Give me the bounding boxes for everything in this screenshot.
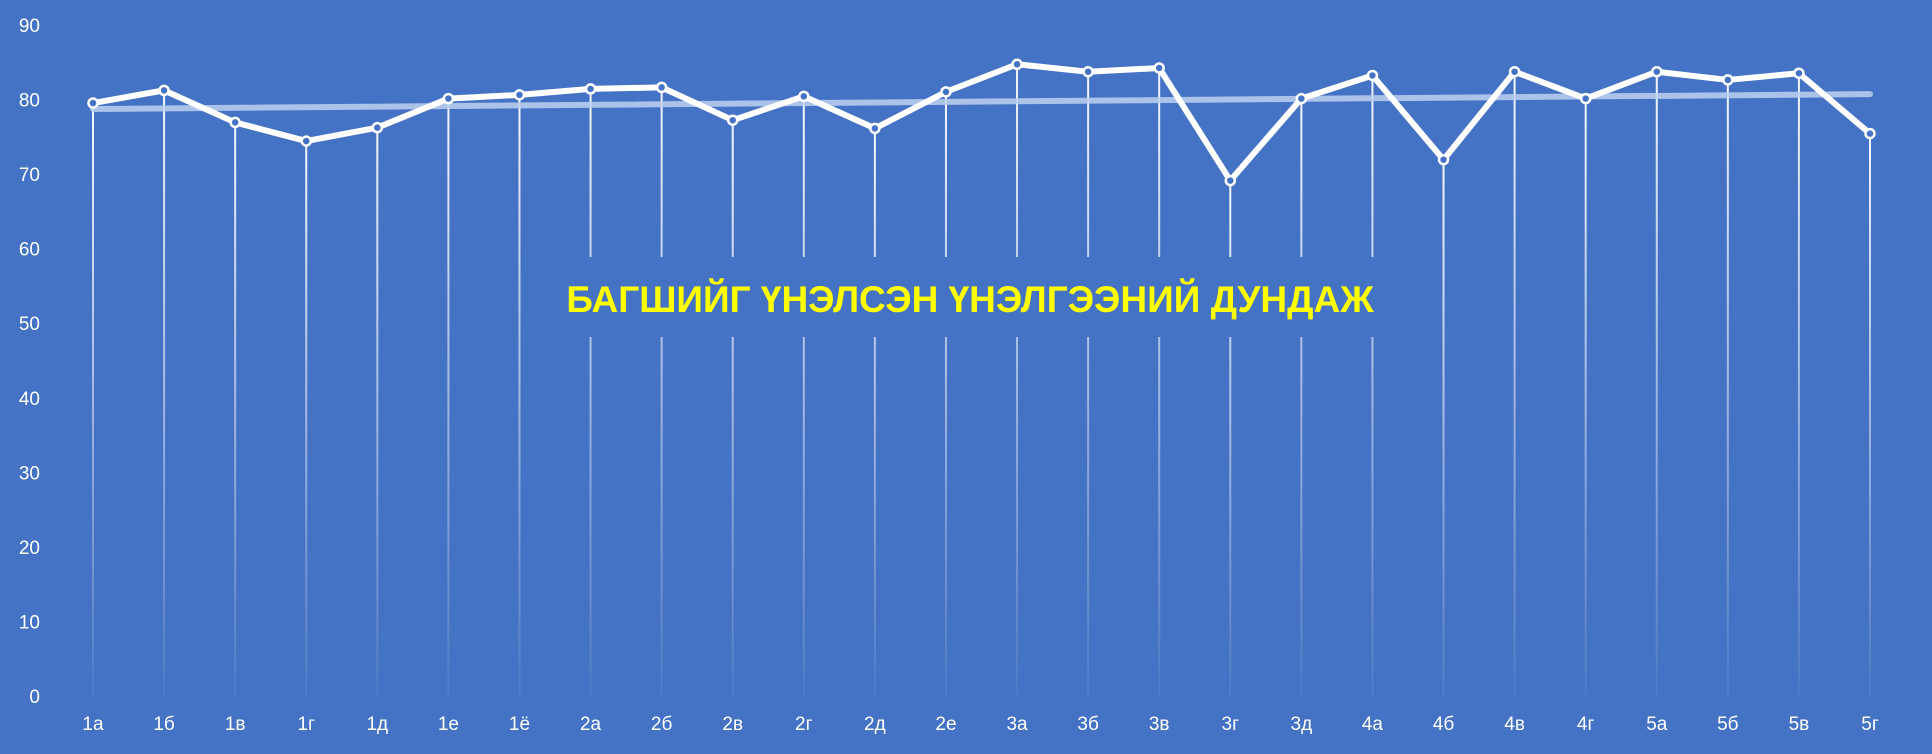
data-point — [229, 116, 241, 129]
y-tick-label: 10 — [19, 612, 40, 633]
x-tick-label: 5г — [1861, 714, 1879, 735]
y-tick-label: 50 — [19, 314, 40, 335]
data-point — [87, 97, 99, 109]
x-tick-label: 1е — [438, 714, 459, 735]
x-tick-label: 3б — [1077, 714, 1099, 735]
drop-line — [873, 128, 876, 698]
drop-line — [1513, 71, 1516, 698]
data-point — [158, 84, 170, 97]
x-tick-label: 2г — [795, 714, 813, 735]
y-axis-tick-labels: 0 10 20 30 40 50 60 70 80 90 — [19, 16, 40, 708]
drop-line — [731, 120, 734, 698]
x-tick-label: 5а — [1646, 714, 1668, 735]
drop-line — [944, 91, 947, 698]
x-tick-label: 3а — [1006, 714, 1028, 735]
data-point — [1508, 65, 1521, 78]
data-point — [798, 90, 810, 103]
data-point — [371, 121, 384, 134]
y-tick-label: 40 — [19, 389, 40, 410]
drop-line — [1869, 133, 1871, 698]
drop-line — [92, 103, 94, 698]
x-tick-label: 4в — [1504, 714, 1525, 735]
x-tick-label: 4а — [1362, 714, 1384, 735]
x-tick-label: 4г — [1577, 714, 1595, 735]
data-point — [1011, 58, 1023, 71]
data-point — [726, 114, 739, 126]
drop-line — [802, 96, 805, 698]
y-tick-label: 90 — [19, 16, 40, 37]
drop-line — [1442, 159, 1445, 699]
drop-line — [305, 141, 308, 698]
drop-line — [518, 94, 521, 698]
series-line — [90, 61, 1873, 184]
x-tick-label: 3г — [1222, 714, 1240, 735]
data-point — [584, 83, 597, 95]
data-point — [1437, 153, 1450, 166]
chart-title: БАГШИЙГ ҮНЭЛСЭН ҮНЭЛГЭЭНИЙ ДУНДАЖ — [566, 278, 1374, 320]
trendline — [90, 91, 1873, 113]
drop-lines-group — [92, 64, 1871, 699]
drop-line — [1016, 64, 1019, 699]
x-tick-label: 3д — [1291, 714, 1313, 735]
drop-line — [1300, 98, 1303, 698]
y-tick-label: 80 — [19, 91, 40, 112]
y-tick-label: 20 — [19, 538, 40, 559]
drop-line — [376, 127, 379, 698]
drop-line — [1726, 79, 1729, 698]
data-point — [1793, 67, 1805, 79]
x-tick-label: 4б — [1433, 714, 1455, 735]
drop-line — [660, 87, 663, 698]
x-tick-label: 2в — [722, 714, 743, 735]
data-point — [1295, 92, 1308, 105]
data-point — [1224, 174, 1237, 187]
x-axis-tick-labels: 1а 1б 1в 1г 1д 1е 1ё 2а 2б 2в 2г 2д 2е 3а 3б 3в 3г 3д 4а 4б… — [82, 714, 1878, 735]
chart-title-background — [560, 257, 1380, 337]
x-tick-label: 3в — [1149, 714, 1170, 735]
drop-line — [1797, 73, 1800, 699]
drop-line — [1655, 71, 1658, 698]
drop-line — [1584, 98, 1587, 698]
data-point — [1651, 65, 1663, 78]
x-tick-label: 1г — [297, 714, 315, 735]
data-point — [1864, 127, 1876, 140]
drop-line — [1087, 71, 1090, 698]
data-point — [1722, 74, 1734, 86]
drop-line — [1371, 75, 1374, 698]
x-tick-label: 1б — [153, 714, 175, 735]
y-tick-label: 60 — [19, 240, 40, 261]
x-tick-label: 1в — [225, 714, 246, 735]
data-point — [300, 135, 312, 147]
x-tick-label: 1а — [82, 714, 104, 735]
drop-line — [447, 98, 450, 698]
data-point — [1082, 65, 1094, 78]
data-point — [513, 89, 526, 101]
data-point — [1153, 62, 1165, 74]
x-tick-label: 1ё — [509, 714, 530, 735]
x-tick-label: 2б — [651, 714, 673, 735]
x-tick-label: 2а — [580, 714, 602, 735]
drop-line — [163, 90, 166, 699]
data-point — [655, 81, 668, 94]
x-tick-label: 2д — [864, 714, 886, 735]
drop-line — [1229, 180, 1232, 698]
drop-line — [1158, 68, 1161, 698]
data-point — [869, 122, 881, 135]
y-tick-label: 70 — [19, 165, 40, 186]
drop-line — [234, 122, 237, 699]
x-tick-label: 5б — [1717, 714, 1739, 735]
x-tick-label: 1д — [366, 714, 388, 735]
data-point — [940, 86, 952, 98]
data-point — [442, 92, 455, 105]
data-point — [1366, 69, 1379, 82]
y-tick-label: 30 — [19, 463, 40, 484]
drop-line — [589, 88, 592, 699]
x-tick-label: 5в — [1789, 714, 1810, 735]
y-tick-label: 0 — [29, 687, 40, 708]
x-tick-label: 2е — [935, 714, 956, 735]
data-point — [1579, 92, 1592, 105]
data-points-group — [87, 58, 1876, 187]
